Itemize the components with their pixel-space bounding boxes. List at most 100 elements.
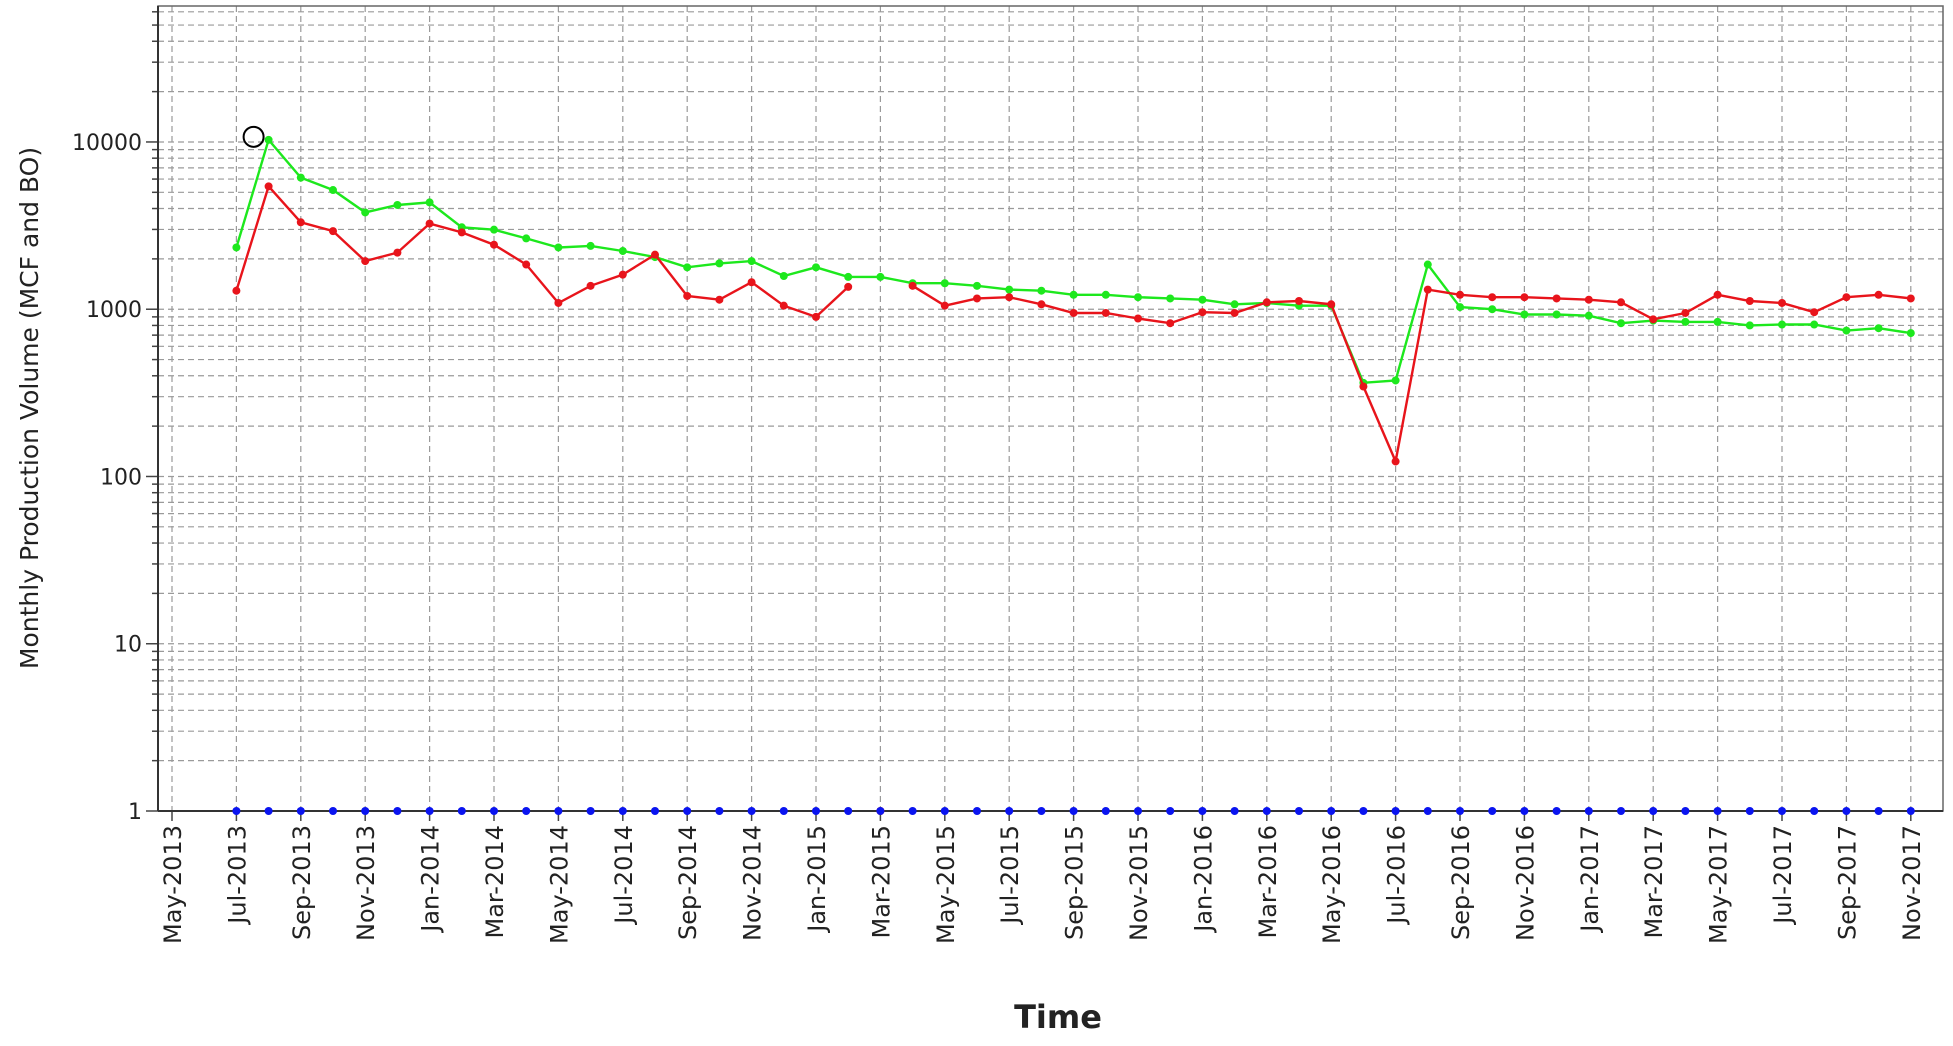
data-point bbox=[425, 807, 434, 815]
data-point bbox=[1166, 319, 1175, 328]
x-tick-label: Mar-2014 bbox=[481, 825, 509, 938]
data-point bbox=[586, 807, 595, 815]
data-point bbox=[940, 807, 949, 815]
x-tick-label: Jan-2014 bbox=[417, 825, 445, 934]
y-axis-label: Monthly Production Volume (MCF and BO) bbox=[15, 147, 44, 669]
data-point bbox=[973, 807, 981, 815]
data-point bbox=[1456, 303, 1464, 312]
data-point bbox=[1456, 807, 1464, 815]
data-point bbox=[715, 259, 724, 268]
data-point bbox=[1520, 807, 1529, 815]
data-point bbox=[812, 807, 820, 815]
data-point bbox=[844, 807, 853, 815]
data-point bbox=[1874, 807, 1883, 815]
data-point bbox=[1005, 293, 1014, 302]
data-point bbox=[1810, 320, 1819, 329]
data-point bbox=[1230, 300, 1239, 309]
data-point bbox=[844, 272, 853, 281]
data-point bbox=[1520, 293, 1529, 302]
data-point bbox=[1874, 324, 1883, 333]
data-point bbox=[683, 263, 692, 272]
data-point bbox=[1842, 326, 1851, 335]
data-point bbox=[1617, 319, 1625, 328]
data-point bbox=[1037, 300, 1046, 309]
data-point bbox=[1230, 807, 1239, 815]
data-point bbox=[973, 281, 981, 290]
x-axis-label: Time bbox=[1014, 998, 1102, 1036]
data-point bbox=[264, 182, 273, 191]
data-point bbox=[1423, 807, 1432, 815]
x-tick-label: May-2017 bbox=[1705, 825, 1733, 944]
data-point bbox=[1262, 298, 1271, 307]
data-point bbox=[1488, 305, 1497, 314]
y-tick-label: 100 bbox=[100, 465, 142, 490]
x-tick-label: Jul-2015 bbox=[996, 825, 1024, 926]
data-point bbox=[1037, 807, 1046, 815]
data-point bbox=[1713, 807, 1722, 815]
data-point bbox=[1584, 807, 1593, 815]
data-point bbox=[1520, 310, 1529, 319]
data-point bbox=[618, 807, 627, 815]
data-point bbox=[1037, 286, 1046, 295]
data-point bbox=[1391, 376, 1400, 385]
x-tick-label: Jan-2016 bbox=[1189, 825, 1217, 934]
data-point bbox=[1359, 807, 1368, 815]
data-point bbox=[1262, 807, 1271, 815]
data-point bbox=[779, 301, 788, 310]
data-point bbox=[425, 219, 434, 228]
data-point bbox=[1101, 807, 1110, 815]
data-point bbox=[457, 228, 466, 237]
data-point bbox=[1101, 290, 1110, 299]
data-point bbox=[747, 257, 756, 266]
y-tick-label: 10 bbox=[114, 633, 142, 658]
data-point bbox=[522, 234, 531, 243]
data-point bbox=[812, 312, 820, 321]
data-point bbox=[232, 286, 241, 295]
data-point bbox=[329, 186, 337, 195]
data-point bbox=[1681, 317, 1690, 326]
data-point bbox=[844, 282, 853, 291]
data-point bbox=[554, 298, 563, 307]
data-point bbox=[1778, 807, 1786, 815]
data-point bbox=[522, 260, 531, 269]
data-point bbox=[1198, 807, 1207, 815]
data-point bbox=[1134, 293, 1142, 302]
data-point bbox=[1906, 329, 1915, 338]
data-point bbox=[554, 243, 563, 252]
data-point bbox=[1552, 294, 1561, 303]
data-point bbox=[876, 807, 885, 815]
data-point bbox=[361, 208, 370, 217]
data-point bbox=[361, 807, 370, 815]
data-point bbox=[1552, 807, 1561, 815]
data-point bbox=[1649, 807, 1658, 815]
data-point bbox=[490, 225, 498, 234]
data-point bbox=[779, 271, 788, 280]
data-point bbox=[1617, 298, 1625, 307]
data-point bbox=[490, 240, 498, 249]
data-point bbox=[908, 807, 917, 815]
data-point bbox=[747, 807, 756, 815]
x-tick-label: Jul-2017 bbox=[1769, 825, 1797, 926]
data-point bbox=[940, 279, 949, 288]
data-point bbox=[361, 257, 370, 266]
data-point bbox=[715, 807, 724, 815]
data-point bbox=[490, 807, 498, 815]
x-tick-label: Sep-2014 bbox=[674, 825, 702, 940]
data-point bbox=[715, 295, 724, 304]
x-tick-label: Jul-2013 bbox=[223, 825, 251, 926]
x-tick-label: Sep-2013 bbox=[288, 825, 316, 940]
data-point bbox=[1713, 290, 1722, 299]
data-point bbox=[522, 807, 531, 815]
y-tick-label: 1000 bbox=[86, 298, 142, 323]
data-point bbox=[1713, 317, 1722, 326]
data-point bbox=[1423, 260, 1432, 269]
data-point bbox=[329, 807, 337, 815]
plot-frame bbox=[157, 5, 1944, 812]
x-tick-label: Mar-2017 bbox=[1640, 825, 1668, 938]
data-point bbox=[1456, 290, 1464, 299]
x-tick-label: Nov-2014 bbox=[739, 825, 767, 941]
x-tick-label: Sep-2017 bbox=[1833, 825, 1861, 940]
data-point bbox=[908, 281, 917, 290]
